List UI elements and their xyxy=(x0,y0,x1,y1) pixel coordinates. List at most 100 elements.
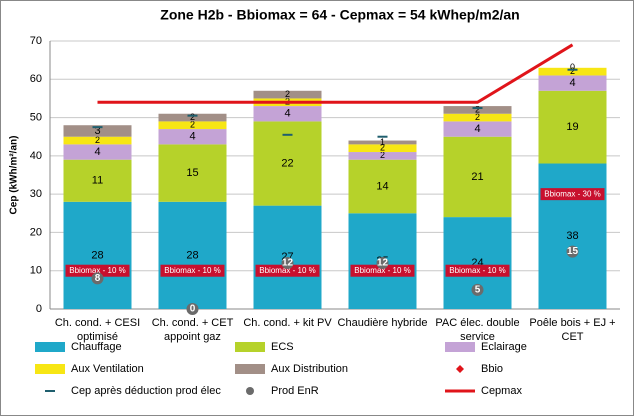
legend-item: Chauffage xyxy=(35,341,122,353)
data-label: 12 xyxy=(282,258,294,269)
bar-segment xyxy=(538,163,607,309)
data-label: 14 xyxy=(376,180,388,192)
data-label: 2 xyxy=(475,104,480,114)
cepmax-line xyxy=(97,43,574,104)
legend-label: Prod EnR xyxy=(271,385,319,397)
bar-segment xyxy=(63,144,132,160)
legend-label: Chauffage xyxy=(71,341,122,353)
bar-segment xyxy=(348,140,417,145)
prod-marker xyxy=(566,245,579,258)
data-label: 19 xyxy=(566,121,578,133)
legend-key xyxy=(445,389,475,393)
prod-marker xyxy=(376,257,389,270)
data-label: 0 xyxy=(570,62,575,72)
legend-key xyxy=(235,364,265,374)
y-tick-label: 60 xyxy=(30,73,42,85)
legend-key xyxy=(35,342,65,352)
bar-segment xyxy=(63,136,132,145)
data-label: Bbiomax - 30 % xyxy=(544,189,600,198)
bar-segment xyxy=(348,144,417,153)
y-tick-label: 40 xyxy=(30,150,42,162)
legend-item: Aux Ventilation xyxy=(35,363,144,375)
legend-swatch xyxy=(235,342,265,352)
y-tick-label: 70 xyxy=(30,35,42,47)
legend-key xyxy=(45,390,55,392)
legend-key xyxy=(456,365,464,373)
chart-title: Zone H2b - Bbiomax = 64 - Cepmax = 54 kW… xyxy=(160,7,519,23)
legend-item: Cepmax xyxy=(445,385,522,397)
data-label-box xyxy=(160,264,225,277)
bar-segment xyxy=(538,75,607,91)
prod-marker xyxy=(186,303,199,315)
bar-segment xyxy=(443,136,512,218)
data-label: 8 xyxy=(95,273,101,284)
y-tick-label: 20 xyxy=(30,226,42,238)
legend-item: Cep après déduction prod élec xyxy=(35,385,221,397)
legend-swatch xyxy=(235,364,265,374)
x-tick-label: Chaudière hybride xyxy=(337,317,428,329)
bar-segment xyxy=(348,152,417,160)
data-label: Bbiomax - 10 % xyxy=(69,266,125,275)
data-label: 11 xyxy=(92,175,103,187)
data-label-box xyxy=(255,264,320,277)
legend-swatch xyxy=(35,342,65,352)
data-label: 3 xyxy=(94,125,100,137)
legend-swatch xyxy=(35,364,65,374)
data-label: 22 xyxy=(281,157,293,169)
y-tick-label: 30 xyxy=(30,188,42,200)
y-tick-label: 50 xyxy=(30,111,42,123)
data-label-box xyxy=(65,264,130,277)
bar-segment xyxy=(158,113,227,122)
data-label: 4 xyxy=(569,77,575,89)
legend-item: ECS xyxy=(235,341,294,353)
x-tick-label: Ch. cond. + kit PV xyxy=(243,317,332,329)
legend-label: ECS xyxy=(271,341,294,353)
legend-label: Aux Distribution xyxy=(271,363,349,375)
data-label: 2 xyxy=(380,143,385,153)
prod-marker xyxy=(471,283,484,296)
data-label: Bbiomax - 10 % xyxy=(259,266,315,275)
bar-segment xyxy=(253,90,322,99)
legend-swatch xyxy=(445,342,475,352)
data-label: 4 xyxy=(474,123,480,135)
legend-label: Aux Ventilation xyxy=(71,363,144,375)
data-label: 28 xyxy=(186,249,198,261)
legend-key xyxy=(235,342,265,352)
bar-segment xyxy=(158,201,227,309)
legend-key xyxy=(246,387,254,395)
legend-item: Eclairage xyxy=(445,341,527,353)
data-label: 0 xyxy=(190,304,196,315)
bar-segment xyxy=(63,201,132,309)
data-label: 2 xyxy=(190,120,195,130)
data-label: 2 xyxy=(285,89,290,99)
x-tick-label: Ch. cond. + CESI optimisé xyxy=(54,317,141,343)
data-label: 2 xyxy=(380,150,385,160)
bar-segment xyxy=(158,129,227,145)
data-label: 4 xyxy=(284,108,290,120)
data-label: 2 xyxy=(570,66,575,76)
legend-item: Bbio xyxy=(445,363,503,375)
legend-key xyxy=(445,342,475,352)
data-label: 38 xyxy=(566,230,578,242)
y-tick-label: 0 xyxy=(36,303,42,315)
bar-segment xyxy=(443,121,512,137)
data-label: Bbiomax - 10 % xyxy=(354,266,410,275)
data-label-box xyxy=(445,264,510,277)
legend-swatch xyxy=(246,387,254,395)
legend-label: Cepmax xyxy=(481,385,522,397)
data-label: 1 xyxy=(380,137,385,147)
y-tick-label: 10 xyxy=(30,265,42,277)
x-tick-label: Ch. cond. + CET appoint gaz xyxy=(151,317,234,343)
bar-segment xyxy=(63,159,132,202)
data-label: 21 xyxy=(471,171,483,183)
data-label: 5 xyxy=(475,284,481,295)
data-label: 28 xyxy=(91,249,103,261)
legend-swatch xyxy=(456,365,464,373)
y-axis-label: Cep (kWh/m²/an) xyxy=(9,136,20,215)
bar-segment xyxy=(443,106,512,114)
data-label: 15 xyxy=(567,246,579,257)
bar-segment xyxy=(253,106,322,122)
bar-segment xyxy=(158,121,227,130)
